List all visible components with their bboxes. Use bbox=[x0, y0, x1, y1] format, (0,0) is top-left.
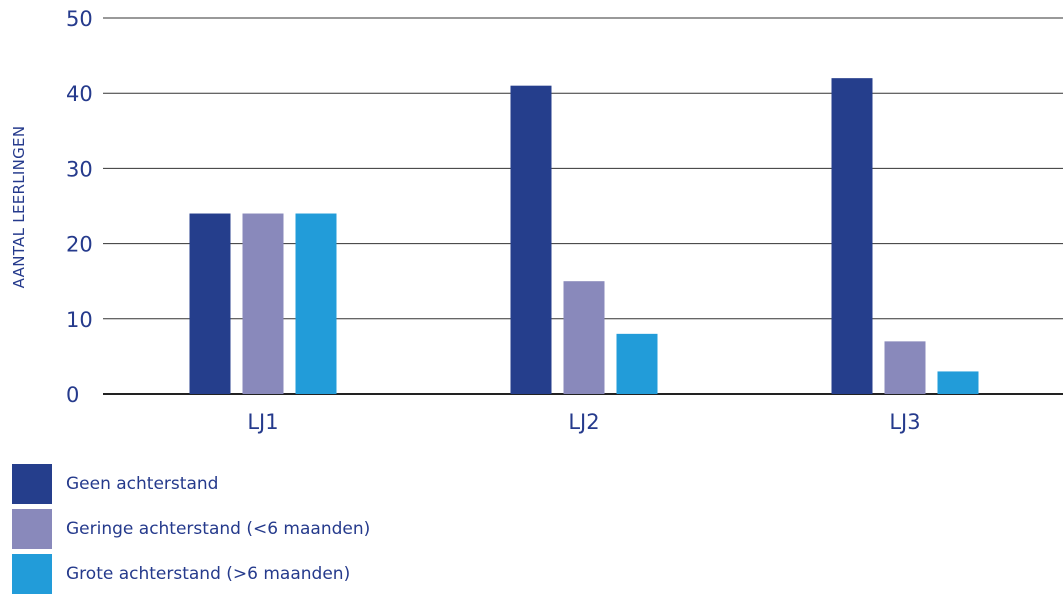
y-tick-label: 20 bbox=[66, 233, 93, 257]
y-axis-ticks: 0 10 20 30 40 50 bbox=[66, 7, 93, 407]
x-axis-ticks: LJ1 LJ2 LJ3 bbox=[247, 410, 920, 434]
bar-lj2-series-0 bbox=[510, 85, 552, 395]
bar-lj2-series-1 bbox=[563, 281, 605, 394]
y-tick-label: 30 bbox=[66, 157, 93, 181]
bar-chart: 0 10 20 30 40 50 LJ1 LJ2 LJ3 AANTAL LEERLINGEN bbox=[10, 7, 1063, 434]
bar-lj1-series-1 bbox=[242, 213, 284, 394]
legend-swatch bbox=[12, 554, 52, 594]
legend-label: Geringe achterstand (<6 maanden) bbox=[66, 519, 371, 539]
y-tick-label: 50 bbox=[66, 7, 93, 31]
legend-label: Grote achterstand (>6 maanden) bbox=[66, 564, 351, 584]
bar-lj2-series-2 bbox=[616, 333, 658, 394]
legend: Geen achterstand Geringe achterstand (<6… bbox=[12, 464, 370, 599]
bar-lj3-series-1 bbox=[884, 341, 926, 394]
bar-lj3-series-2 bbox=[937, 371, 979, 394]
x-tick-label: LJ2 bbox=[568, 410, 599, 434]
bar-lj3-series-0 bbox=[831, 78, 873, 394]
y-tick-label: 10 bbox=[66, 308, 93, 332]
x-tick-label: LJ1 bbox=[247, 410, 278, 434]
x-tick-label: LJ3 bbox=[889, 410, 920, 434]
legend-item-geen-achterstand: Geen achterstand bbox=[12, 464, 370, 504]
legend-swatch bbox=[12, 509, 52, 549]
legend-item-grote-achterstand: Grote achterstand (>6 maanden) bbox=[12, 554, 370, 594]
legend-item-geringe-achterstand: Geringe achterstand (<6 maanden) bbox=[12, 509, 370, 549]
y-axis-title: AANTAL LEERLINGEN bbox=[10, 126, 28, 289]
bar-lj1-series-2 bbox=[295, 213, 337, 394]
legend-swatch bbox=[12, 464, 52, 504]
bars bbox=[189, 78, 979, 395]
y-tick-label: 40 bbox=[66, 82, 93, 106]
legend-label: Geen achterstand bbox=[66, 474, 219, 494]
y-tick-label: 0 bbox=[66, 383, 79, 407]
bar-lj1-series-0 bbox=[189, 213, 231, 394]
